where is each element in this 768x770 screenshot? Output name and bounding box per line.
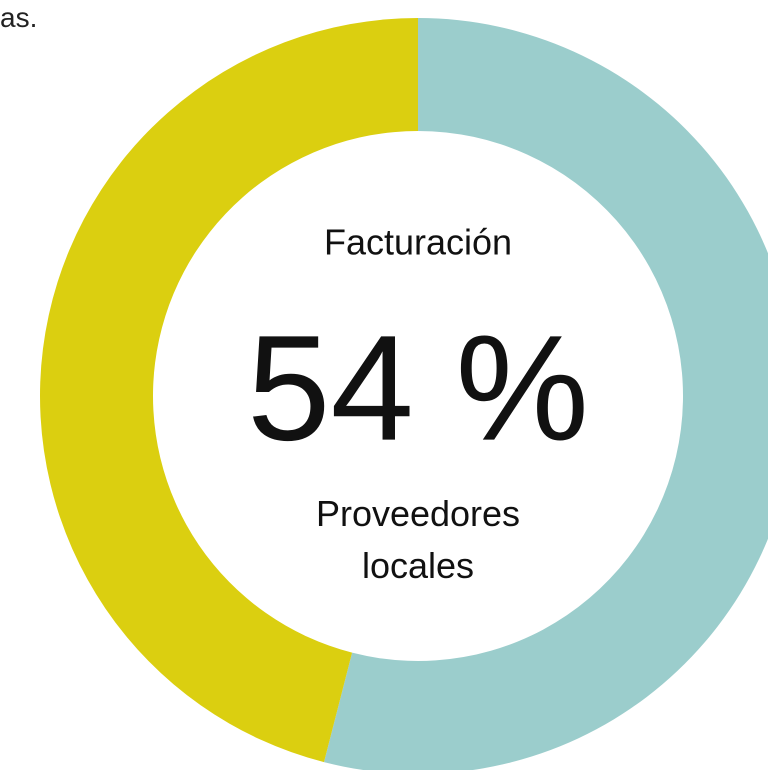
donut-segment xyxy=(40,18,418,763)
donut-segment xyxy=(323,18,768,770)
text-fragment: as. xyxy=(0,2,38,33)
chart-title: Facturación xyxy=(324,222,512,263)
category-label: Proveedores locales xyxy=(315,493,521,586)
value-label: 54 % xyxy=(247,304,589,472)
donut xyxy=(40,18,768,770)
